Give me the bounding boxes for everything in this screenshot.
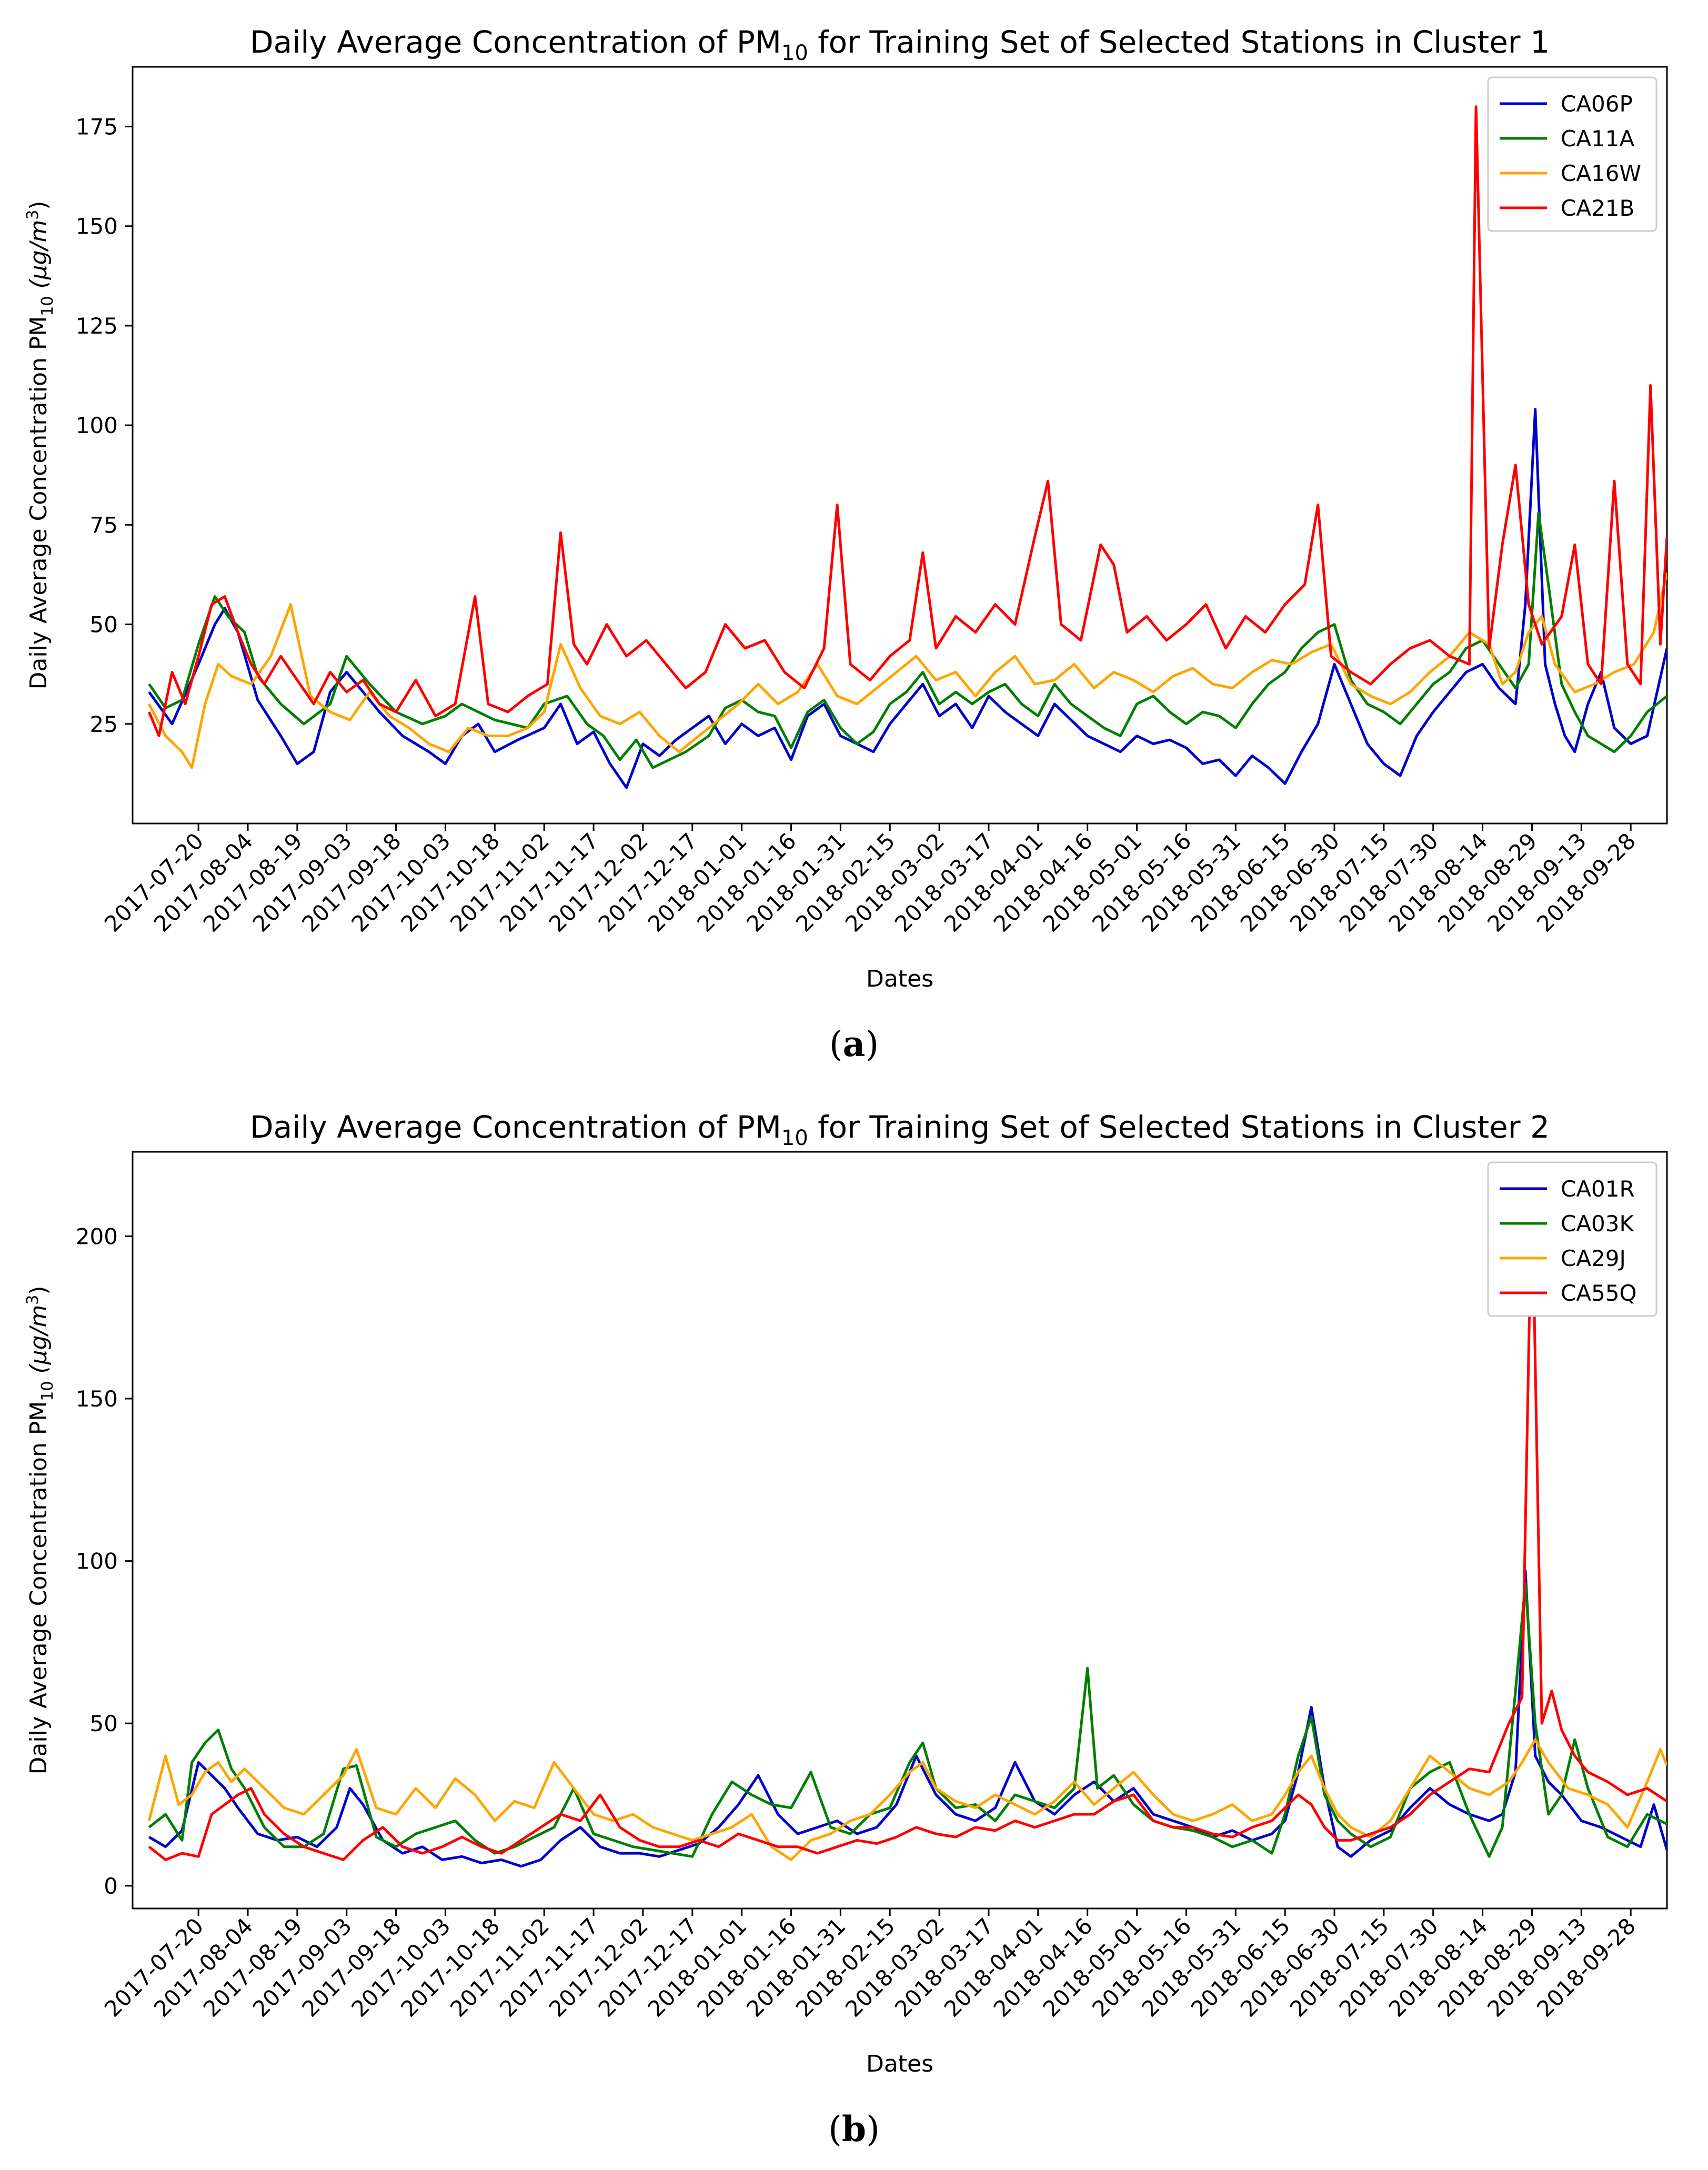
y-axis-label-subscript: 10 xyxy=(38,1381,57,1401)
y-axis-label-superscript: 3 xyxy=(24,1295,42,1305)
series-group xyxy=(147,1180,1667,1868)
y-tick-label: 75 xyxy=(90,512,118,538)
y-tick-label: 175 xyxy=(76,114,118,140)
series-line-ca29j xyxy=(147,1738,1667,1861)
y-axis-label: Daily Average Concentration PM10 (μg/m3) xyxy=(24,201,57,690)
series-line-ca55q xyxy=(148,1180,1667,1861)
legend-label-ca11a: CA11A xyxy=(1561,126,1635,152)
legend-label-ca29j: CA29J xyxy=(1561,1245,1626,1271)
y-axis-label-close: ) xyxy=(25,1286,52,1295)
y-axis-label: Daily Average Concentration PM10 (μg/m3) xyxy=(24,1286,57,1775)
y-tick-label: 100 xyxy=(76,413,118,438)
chart-title-main: Daily Average Concentration of PM xyxy=(250,1109,781,1145)
legend-label-ca16w: CA16W xyxy=(1561,160,1641,186)
y-tick-label: 100 xyxy=(76,1549,118,1574)
series-line-ca16w xyxy=(148,572,1667,769)
plot-frame xyxy=(132,66,1668,825)
legend-box xyxy=(1487,1161,1657,1317)
y-tick-label: 125 xyxy=(76,313,118,339)
legend-label-ca01r: CA01R xyxy=(1561,1176,1635,1202)
series-line-ca06p xyxy=(148,408,1667,789)
y-tick-label: 0 xyxy=(104,1873,118,1899)
series-group xyxy=(147,105,1667,789)
y-axis-label-close: ) xyxy=(25,201,52,210)
chart-a-svg: Daily Average Concentration of PM10 for … xyxy=(24,24,1668,992)
chart-title-subscript: 10 xyxy=(781,1126,808,1150)
chart-title-main: Daily Average Concentration of PM xyxy=(250,24,781,60)
chart-title: Daily Average Concentration of PM10 for … xyxy=(250,24,1550,65)
y-axis-label-unit: (μg/m xyxy=(25,220,52,296)
y-axis-label-subscript: 10 xyxy=(38,296,57,316)
caption-a-letter: a xyxy=(842,1023,866,1064)
y-axis-label-unit: (μg/m xyxy=(25,1305,52,1381)
x-axis-label: Dates xyxy=(866,966,933,992)
y-axis-label-main: Daily Average Concentration PM xyxy=(25,316,52,690)
series-line-ca03k xyxy=(148,1582,1667,1858)
chart-title-rest: for Training Set of Selected Stations in… xyxy=(808,1109,1550,1145)
y-tick-label: 150 xyxy=(76,1386,118,1412)
legend-label-ca06p: CA06P xyxy=(1561,91,1633,117)
series-line-ca01r xyxy=(148,1569,1667,1868)
y-axis-label-main: Daily Average Concentration PM xyxy=(25,1401,52,1775)
caption-b-letter: b xyxy=(841,2108,867,2149)
y-tick-label: 25 xyxy=(90,711,118,737)
legend-label-ca21b: CA21B xyxy=(1561,195,1634,221)
legend-label-ca03k: CA03K xyxy=(1561,1211,1635,1237)
y-tick-label: 200 xyxy=(76,1223,118,1249)
y-tick-label: 150 xyxy=(76,214,118,239)
chart-panel-b: Daily Average Concentration of PM10 for … xyxy=(0,1085,1708,2170)
caption-b: (b) xyxy=(828,2108,880,2149)
caption-a: (a) xyxy=(829,1023,879,1064)
series-line-ca11a xyxy=(148,511,1667,769)
x-axis-label: Dates xyxy=(866,2051,933,2077)
chart-title-rest: for Training Set of Selected Stations in… xyxy=(808,24,1550,60)
y-tick-label: 50 xyxy=(90,1711,118,1736)
chart-title-subscript: 10 xyxy=(781,41,808,65)
chart-b-svg: Daily Average Concentration of PM10 for … xyxy=(24,1109,1668,2077)
y-axis-label-superscript: 3 xyxy=(24,210,42,220)
legend-box xyxy=(1487,76,1657,232)
legend-label-ca55q: CA55Q xyxy=(1561,1280,1637,1306)
series-line-ca21b xyxy=(147,105,1667,737)
y-tick-label: 50 xyxy=(90,612,118,638)
plot-frame xyxy=(132,1151,1668,1910)
chart-title: Daily Average Concentration of PM10 for … xyxy=(250,1109,1550,1150)
chart-panel-a: Daily Average Concentration of PM10 for … xyxy=(24,24,1668,1064)
